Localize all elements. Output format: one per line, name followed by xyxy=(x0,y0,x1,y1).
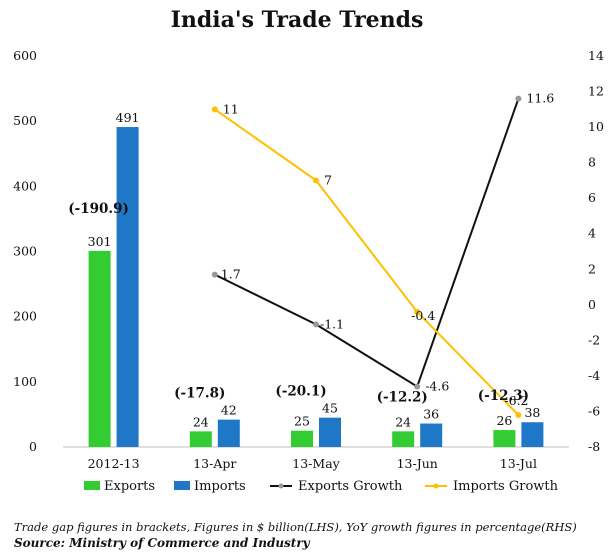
bar-value-label: 38 xyxy=(524,405,540,420)
bar-value-label: 491 xyxy=(116,110,140,125)
y-tick-label: 500 xyxy=(13,113,37,128)
line-value-label: -0.4 xyxy=(411,308,435,323)
line-point xyxy=(313,177,319,184)
line-point xyxy=(211,271,218,278)
y-tick-label: 400 xyxy=(13,178,37,193)
y-tick-label: 100 xyxy=(13,374,37,389)
line-point xyxy=(211,106,218,113)
line-value-label: 11.6 xyxy=(526,91,554,106)
trade-gap-label: (-17.8) xyxy=(174,386,225,402)
legend-marker xyxy=(278,483,284,489)
line-imports-growth xyxy=(214,108,520,416)
y-tick-label: 0 xyxy=(29,439,37,454)
y2-tick-label: 8 xyxy=(588,155,596,170)
legend-label: Imports Growth xyxy=(453,479,559,494)
x-tick-label: 13-Jun xyxy=(397,456,438,471)
bar-value-label: 36 xyxy=(423,407,439,422)
line-value-label: 7 xyxy=(324,172,332,187)
y2-tick-label: -2 xyxy=(588,332,600,347)
y-tick-label: 300 xyxy=(13,244,37,259)
legend-label: Exports Growth xyxy=(298,479,403,494)
bar-value-label: 45 xyxy=(322,401,338,416)
bar-value-label: 24 xyxy=(193,414,209,429)
legend-swatch xyxy=(84,481,100,490)
legend: Exports Imports Exports Growth Imports Grow… xyxy=(84,479,559,494)
bar-value-label: 42 xyxy=(221,403,237,418)
line-exports-growth xyxy=(214,98,520,389)
line-point xyxy=(515,412,522,419)
chart-title: India's Trade Trends xyxy=(171,7,424,33)
bar-imports xyxy=(217,419,240,447)
bar-exports xyxy=(88,250,111,447)
line-point xyxy=(313,321,319,328)
bar-imports xyxy=(116,127,139,447)
bar-exports xyxy=(291,430,313,447)
footnote: Trade gap figures in brackets, Figures i… xyxy=(14,520,577,534)
y2-tick-label: 4 xyxy=(588,226,596,241)
y-tick-label: 200 xyxy=(13,309,37,324)
y2-tick-label: 10 xyxy=(588,119,604,134)
trade-gap-label: (-12.2) xyxy=(377,390,428,406)
x-tick-label: 13-Jul xyxy=(500,456,537,471)
y2-tick-label: 0 xyxy=(588,297,596,312)
trade-gap-label: (-20.1) xyxy=(275,384,326,400)
y2-tick-label: 12 xyxy=(588,84,604,99)
bar-exports xyxy=(392,431,415,447)
legend-label: Imports xyxy=(194,479,246,494)
line-point xyxy=(414,308,421,315)
bar-series xyxy=(88,127,544,447)
line-point xyxy=(515,95,522,102)
bar-value-label: 301 xyxy=(88,234,112,249)
x-tick-label: 13-May xyxy=(292,456,340,471)
bar-value-label: 26 xyxy=(496,413,512,428)
x-tick-label: 2012-13 xyxy=(88,456,140,471)
line-point xyxy=(414,383,421,390)
bar-imports xyxy=(420,423,443,447)
trade-gap-label: (-12.3) xyxy=(478,388,529,404)
chart-axes: 0100200300400500600-8-6-4-20246810121420… xyxy=(13,48,604,471)
line-value-label: 1.7 xyxy=(221,267,241,282)
bar-imports xyxy=(521,422,544,447)
line-value-label: -1.1 xyxy=(320,316,344,331)
legend-label: Exports xyxy=(104,479,155,494)
bar-imports xyxy=(319,417,341,447)
bar-exports xyxy=(493,430,516,447)
y-tick-label: 600 xyxy=(13,48,37,63)
legend-swatch xyxy=(174,481,190,490)
y2-tick-label: 14 xyxy=(588,48,604,63)
line-value-label: -4.6 xyxy=(425,379,449,394)
y2-tick-label: -6 xyxy=(588,403,600,418)
data-labels: 301 24 25 24 26 491 42 45 36 38 (-190.9) (-17.8) (-2… xyxy=(68,91,554,430)
line-series xyxy=(211,95,522,419)
bar-value-label: 24 xyxy=(395,414,411,429)
legend-marker xyxy=(433,483,439,489)
bar-value-label: 25 xyxy=(294,414,310,429)
trade-gap-label: (-190.9) xyxy=(68,201,129,217)
y2-tick-label: -4 xyxy=(588,368,600,383)
line-value-label: -6.2 xyxy=(504,393,528,408)
source-note: Source: Ministry of Commerce and Industr… xyxy=(14,536,311,550)
line-value-label: 11 xyxy=(223,101,239,116)
x-tick-label: 13-Apr xyxy=(193,456,236,471)
bar-exports xyxy=(189,431,212,447)
y2-tick-label: 2 xyxy=(588,261,596,276)
y2-tick-label: -8 xyxy=(588,439,600,454)
y2-tick-label: 6 xyxy=(588,190,596,205)
